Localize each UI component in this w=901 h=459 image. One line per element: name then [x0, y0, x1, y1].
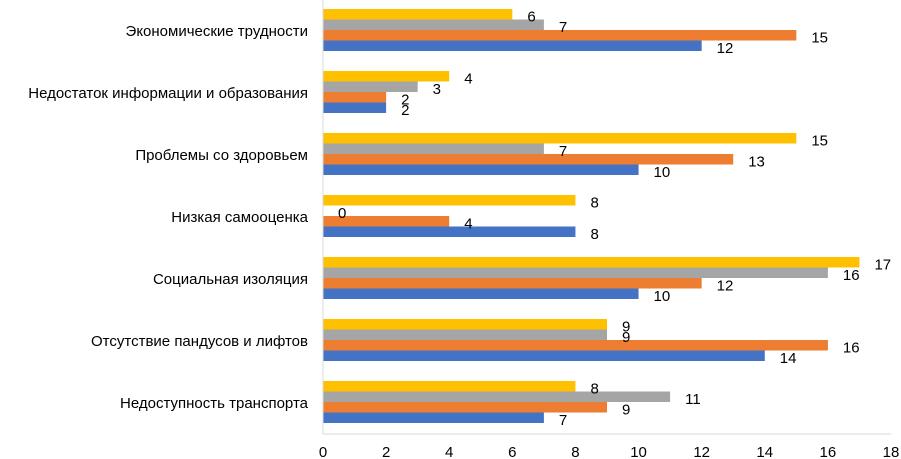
value-label-series-2-cat-7: 9: [622, 401, 630, 418]
bar-series-1-cat-3: [323, 164, 639, 175]
value-label-series-1-cat-5: 10: [654, 288, 671, 305]
x-tick-label: 12: [693, 444, 710, 459]
x-tick-labels-layer: 0 2 4 6 8 10 12 14 16 18: [319, 444, 900, 459]
value-label-series-3-cat-2: 3: [433, 81, 441, 98]
value-label-series-3-cat-3: 7: [559, 143, 567, 160]
bar-series-3-cat-2: [323, 81, 418, 92]
x-tick-label: 18: [883, 444, 900, 459]
bar-series-1-cat-6: [323, 350, 765, 361]
bar-series-3-cat-5: [323, 267, 828, 278]
x-tick-label: 6: [508, 444, 516, 459]
bar-series-4-cat-1: [323, 9, 513, 20]
value-label-series-3-cat-1: 7: [559, 19, 567, 36]
x-tick-label: 0: [319, 444, 327, 459]
bar-series-1-cat-4: [323, 226, 576, 237]
category-label: Недостаток информации и образования: [28, 85, 308, 102]
bars-layer: [323, 9, 860, 423]
bar-series-3-cat-6: [323, 329, 607, 340]
value-label-series-4-cat-6: 9: [622, 318, 630, 335]
value-label-series-2-cat-3: 13: [748, 153, 765, 170]
value-label-series-1-cat-7: 7: [559, 412, 567, 429]
value-label-series-2-cat-1: 15: [811, 29, 828, 46]
value-label-series-4-cat-2: 4: [464, 70, 472, 87]
x-tick-label: 14: [756, 444, 773, 459]
value-label-series-2-cat-4: 4: [464, 215, 472, 232]
value-label-series-1-cat-6: 14: [780, 350, 797, 367]
bar-series-4-cat-6: [323, 319, 607, 330]
x-tick-label: 10: [630, 444, 647, 459]
value-label-series-4-cat-5: 17: [874, 256, 891, 273]
value-label-series-3-cat-5: 16: [843, 267, 860, 284]
bar-series-4-cat-7: [323, 381, 576, 392]
bar-series-2-cat-3: [323, 154, 734, 165]
value-label-series-2-cat-5: 12: [717, 277, 734, 294]
x-tick-label: 8: [571, 444, 579, 459]
value-label-series-3-cat-4: 0: [338, 205, 346, 222]
value-label-series-1-cat-3: 10: [654, 164, 671, 181]
value-label-series-4-cat-3: 15: [811, 132, 828, 149]
x-tick-label: 2: [382, 444, 390, 459]
category-label: Недоступность транспорта: [120, 395, 309, 412]
bar-series-4-cat-2: [323, 71, 450, 82]
value-label-series-1-cat-4: 8: [590, 226, 598, 243]
value-label-series-3-cat-6: 9: [622, 329, 630, 346]
bar-series-2-cat-5: [323, 278, 702, 289]
value-label-series-2-cat-6: 16: [843, 339, 860, 356]
bar-series-2-cat-2: [323, 92, 387, 103]
bar-series-3-cat-3: [323, 143, 544, 154]
bar-series-4-cat-5: [323, 257, 860, 268]
value-label-series-4-cat-7: 8: [590, 380, 598, 397]
value-label-series-1-cat-2: 2: [401, 102, 409, 119]
x-tick-label: 16: [820, 444, 837, 459]
bar-series-3-cat-1: [323, 19, 544, 30]
bar-series-1-cat-2: [323, 102, 387, 113]
category-labels-layer: Экономические трудности Недостаток информ…: [28, 23, 308, 412]
category-label: Низкая самооценка: [171, 209, 308, 226]
bar-series-1-cat-1: [323, 40, 702, 51]
category-label: Социальная изоляция: [153, 271, 308, 288]
value-label-series-1-cat-1: 12: [717, 40, 734, 57]
value-label-series-4-cat-1: 6: [527, 8, 535, 25]
bar-series-3-cat-7: [323, 391, 671, 402]
value-label-series-2-cat-2: 2: [401, 91, 409, 108]
bar-series-1-cat-7: [323, 412, 544, 423]
category-label: Проблемы со здоровьем: [135, 147, 308, 164]
bar-series-2-cat-1: [323, 30, 797, 41]
bar-series-4-cat-3: [323, 133, 797, 144]
bar-series-1-cat-5: [323, 288, 639, 299]
value-label-series-3-cat-7: 11: [685, 391, 701, 408]
category-label: Экономические трудности: [126, 23, 308, 40]
bar-series-2-cat-4: [323, 216, 450, 227]
value-label-series-4-cat-4: 8: [590, 194, 598, 211]
bar-series-2-cat-7: [323, 402, 607, 413]
bar-series-2-cat-6: [323, 340, 828, 351]
category-label: Отсутствие пандусов и лифтов: [91, 333, 308, 350]
x-tick-label: 4: [445, 444, 453, 459]
bar-series-4-cat-4: [323, 195, 576, 206]
